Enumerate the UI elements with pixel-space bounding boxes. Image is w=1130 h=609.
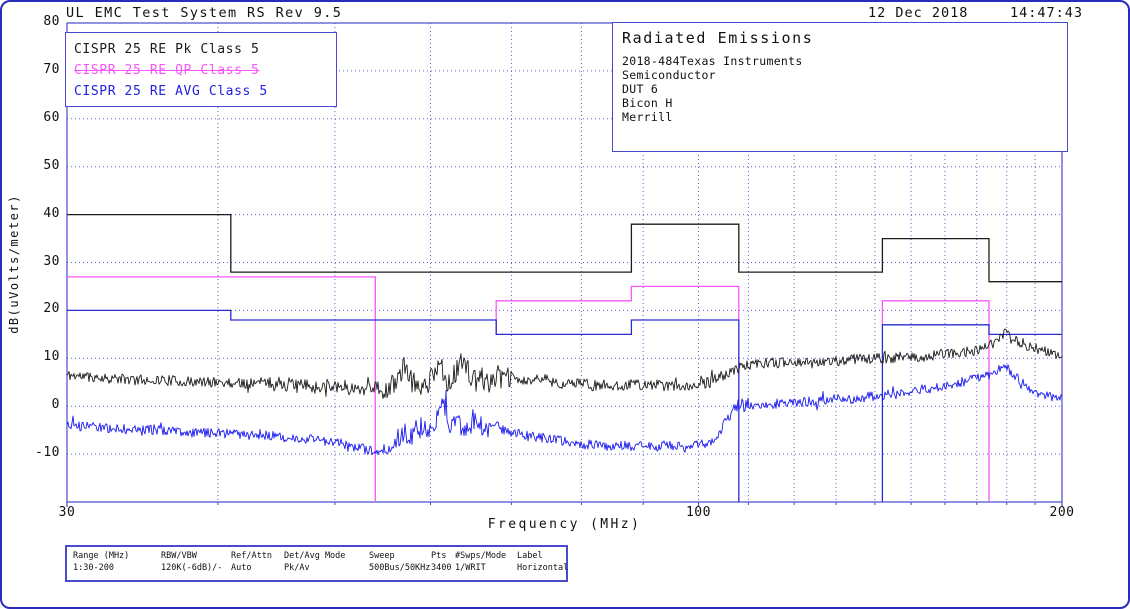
y-tick-label: -10 [35, 445, 60, 461]
y-tick-label: 0 [51, 397, 60, 413]
settings-header: #Swps/Mode [455, 551, 507, 561]
settings-header: Sweep [369, 551, 395, 561]
test-info-box: Radiated Emissions 2018-484Texas Instrum… [612, 22, 1068, 152]
x-axis-title: Frequency (MHz) [487, 517, 642, 532]
pk-measured-trace [66, 328, 1063, 400]
settings-header: RBW/VBW [161, 551, 197, 561]
plot-frame [66, 22, 1063, 503]
settings-table: Range (MHz) 1:30-200 RBW/VBW 120K(-6dB)/… [65, 545, 568, 582]
date-text: 12 Dec 2018 [868, 5, 969, 21]
settings-value: 120K(-6dB)/- [161, 563, 223, 573]
settings-value: Pk/Av [284, 563, 310, 573]
y-axis-title: dB(uVolts/meter) [7, 194, 21, 334]
y-tick-label: 80 [43, 14, 60, 29]
settings-value: 1/WRIT [455, 563, 486, 573]
y-tick-label: 50 [43, 157, 60, 173]
x-tick-label: 200 [1049, 505, 1075, 520]
settings-value: 1:30-200 [73, 563, 114, 573]
legend-box: CISPR 25 RE Pk Class 5 CISPR 25 RE QP Cl… [65, 32, 337, 107]
info-title: Radiated Emissions [622, 29, 814, 47]
cispr-25-re-avg-class-5-limit [881, 324, 1062, 502]
cispr-25-re-pk-class-5-limit [67, 213, 1062, 283]
y-tick-label: 70 [43, 61, 60, 77]
y-tick-label: 40 [43, 205, 60, 221]
avg-measured-trace [66, 364, 1063, 456]
settings-col-sweep: Sweep 500Bus/50KHz [369, 550, 431, 577]
cispr-25-re-qp-class-5-limit [67, 276, 376, 502]
cispr-25-re-qp-class-5-limit [495, 285, 740, 335]
settings-col-pts: Pts 3400 [431, 550, 455, 577]
settings-value: 3400 [431, 563, 452, 573]
settings-col-det-mode: Det/Avg Mode Pk/Av [284, 550, 369, 577]
info-line-engineer: Merrill [622, 110, 673, 124]
settings-header: Pts [431, 551, 447, 561]
info-line-department: Semiconductor [622, 68, 716, 82]
settings-header: Range (MHz) [73, 551, 130, 561]
x-tick-label: 100 [685, 505, 711, 520]
settings-header: Ref/Attn [231, 551, 272, 561]
settings-col-sweeps-mode: #Swps/Mode 1/WRIT [455, 550, 517, 577]
settings-value: Horizontal [517, 563, 569, 573]
settings-value: Auto [231, 563, 252, 573]
x-tick-label: 30 [58, 505, 76, 520]
time-text: 14:47:43 [1010, 5, 1084, 21]
settings-col-ref-attn: Ref/Attn Auto [231, 550, 284, 577]
y-tick-label: 10 [43, 349, 60, 365]
settings-header: Det/Avg Mode [284, 551, 346, 561]
info-line-antenna: Bicon H [622, 96, 673, 110]
y-tick-label: 30 [43, 253, 60, 269]
settings-col-range: Range (MHz) 1:30-200 [73, 550, 161, 577]
y-tick-label: 20 [43, 301, 60, 317]
settings-value: 500Bus/50KHz [369, 563, 431, 573]
settings-col-label: Label Horizontal [517, 550, 569, 577]
legend-item-avg: CISPR 25 RE AVG Class 5 [74, 84, 268, 99]
app-title: UL EMC Test System RS Rev 9.5 [66, 5, 343, 21]
legend-item-pk: CISPR 25 RE Pk Class 5 [74, 42, 260, 57]
legend-item-qp: CISPR 25 RE QP Class 5 [74, 63, 260, 78]
settings-col-rbw-vbw: RBW/VBW 120K(-6dB)/- [161, 550, 231, 577]
info-line-project: 2018-484Texas Instruments [622, 54, 803, 68]
cispr-25-re-avg-class-5-limit [67, 309, 740, 502]
info-line-dut: DUT 6 [622, 82, 659, 96]
y-tick-label: 60 [43, 109, 60, 125]
settings-header: Label [517, 551, 543, 561]
cispr-25-re-qp-class-5-limit [881, 300, 990, 502]
